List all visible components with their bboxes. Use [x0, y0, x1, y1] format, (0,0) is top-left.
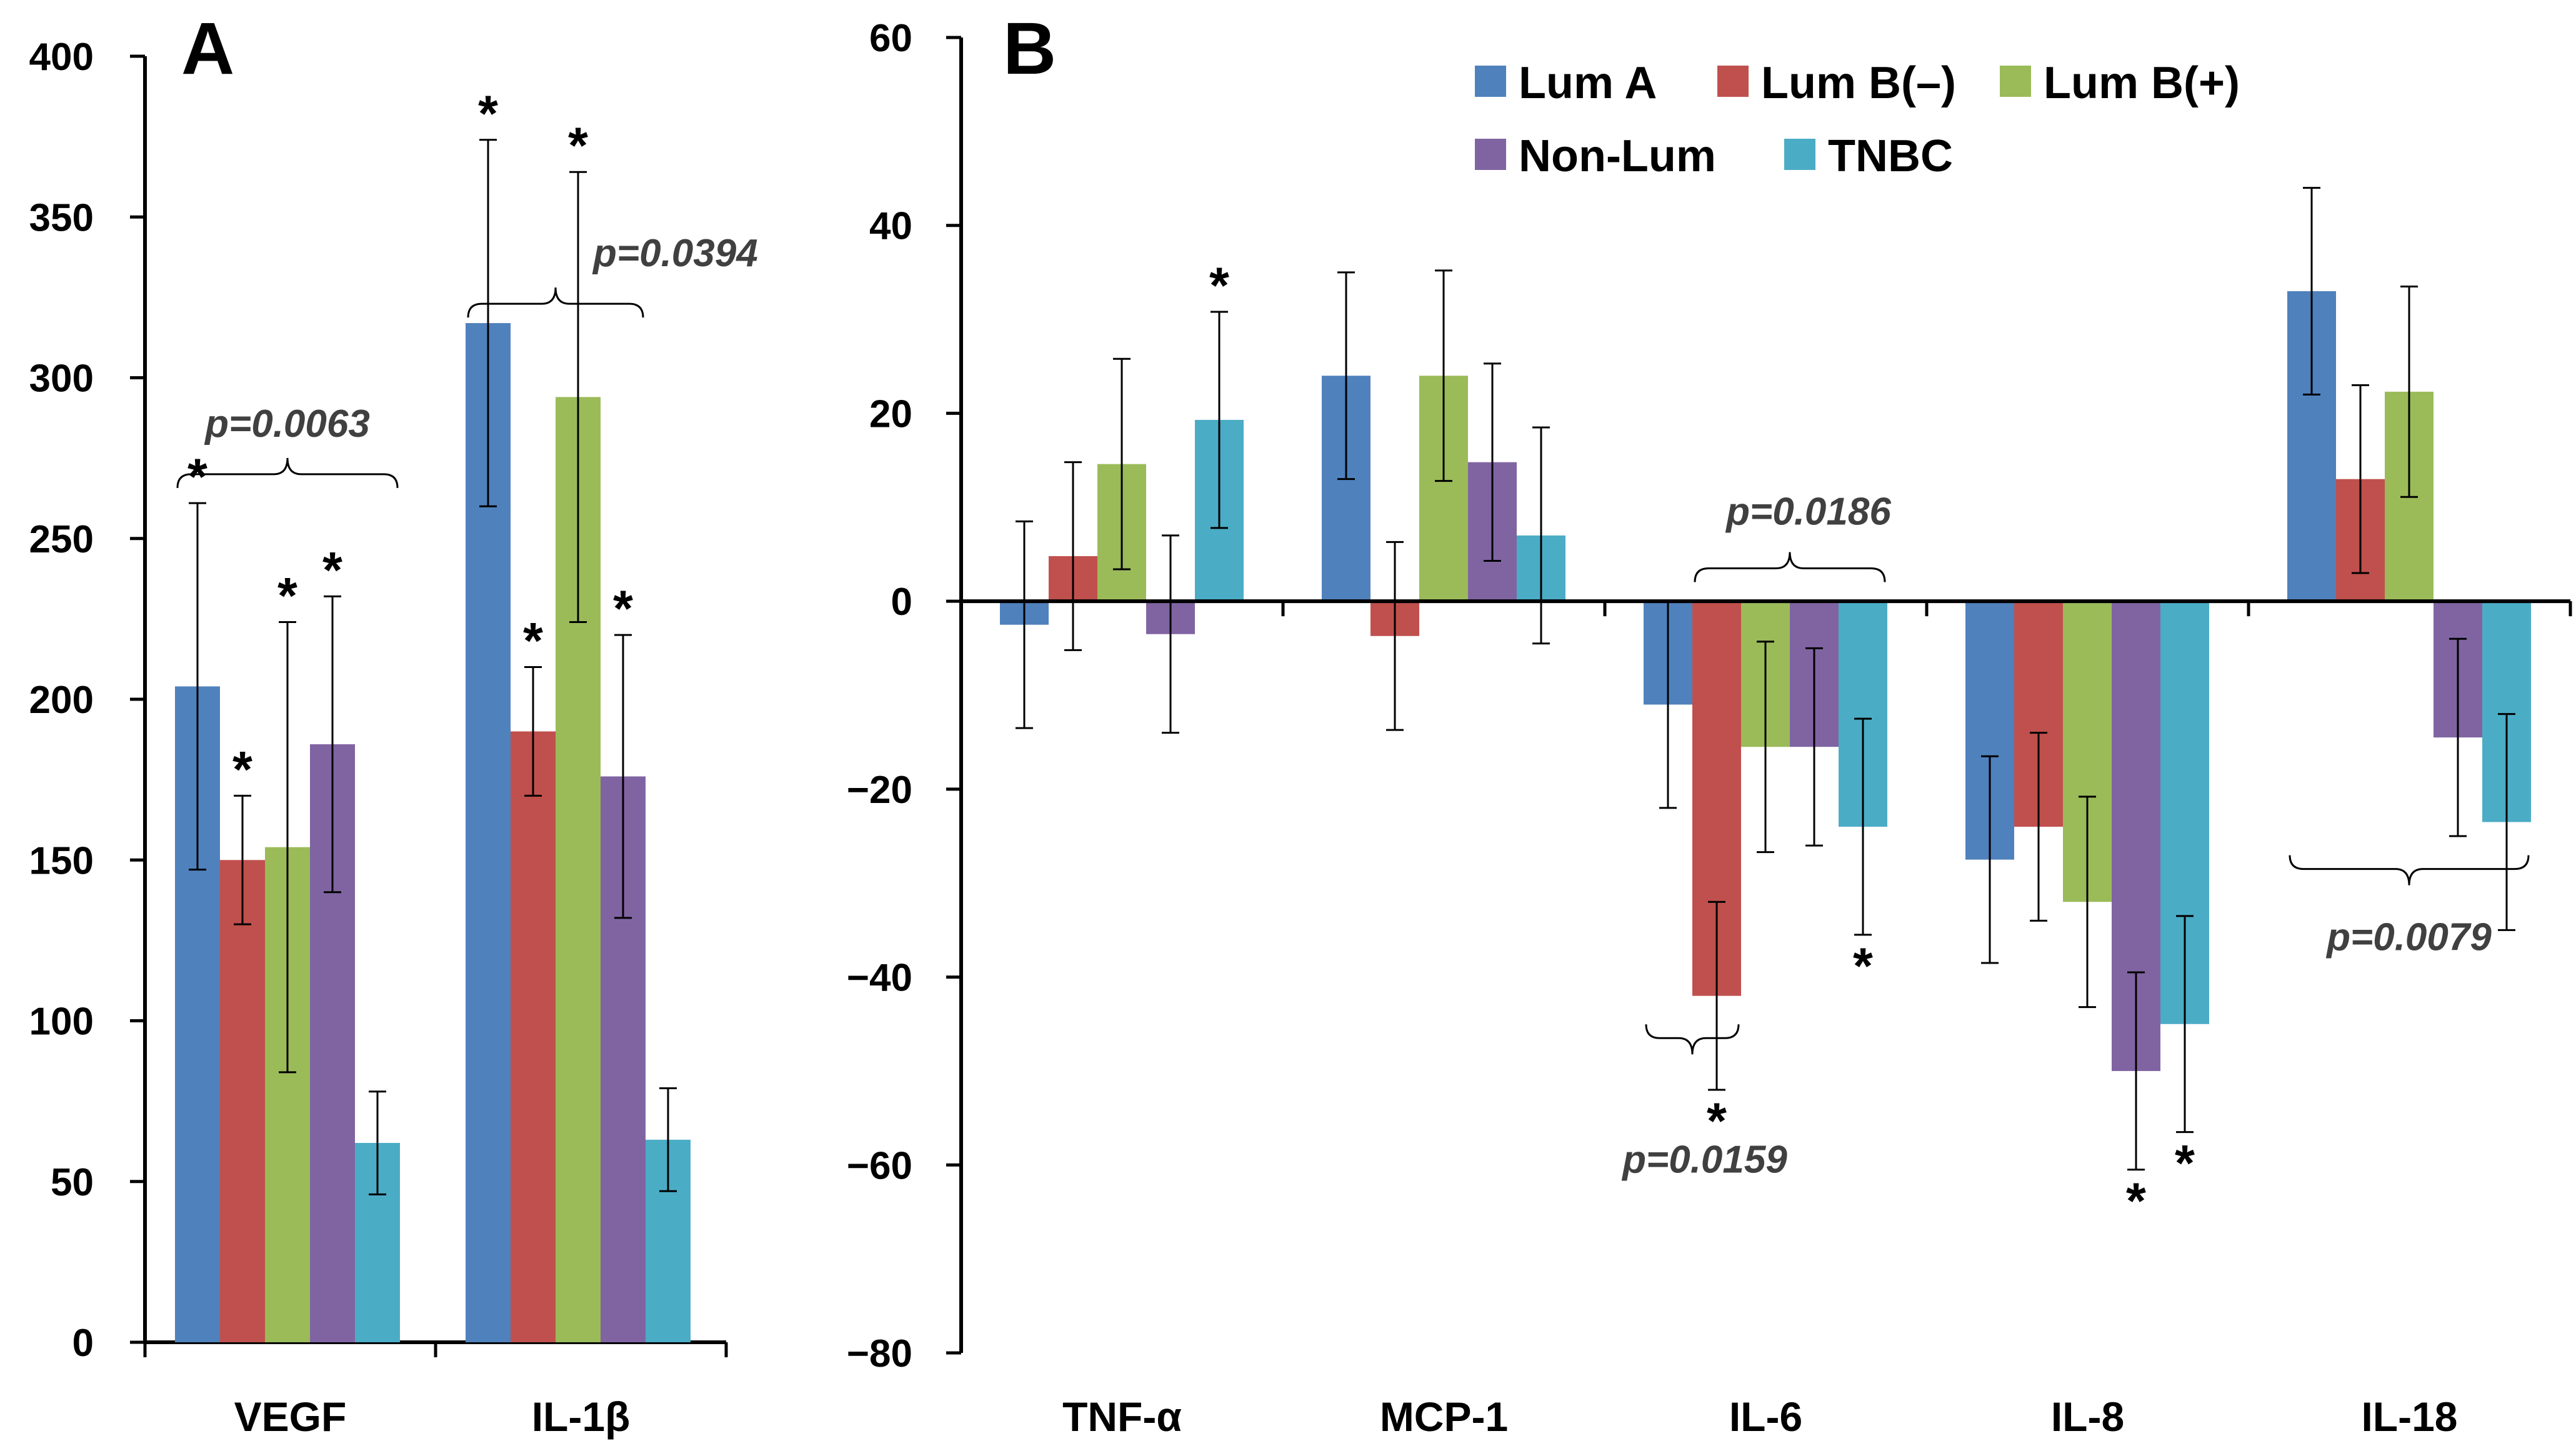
legend-swatch-tnbc — [1784, 139, 1815, 170]
panel-b-y-tick-label: 0 — [891, 581, 912, 624]
panel-a-bar-lum-b-vegf — [220, 860, 265, 1342]
panel-a-significance-star: * — [523, 613, 543, 670]
panel-b-chart: B −80 −60 −40 −20 0 20 40 60 * * * * * p=0.0186 p=0.… — [847, 7, 2572, 1440]
legend-swatch-lum-a — [1475, 66, 1506, 97]
panel-a-y-tick-label: 350 — [29, 196, 94, 239]
panel-b-category-label-il-8: IL-8 — [2051, 1394, 2124, 1440]
legend-item-non-lum: Non-Lum — [1475, 131, 1716, 181]
panel-b-y-tick-label: −60 — [847, 1144, 912, 1187]
panel-b-category-label-mcp-1: MCP-1 — [1380, 1394, 1508, 1440]
panel-b-p-value: p=0.0159 — [1621, 1138, 1787, 1181]
legend-swatch-lum-b-pos — [2000, 66, 2031, 97]
panel-a-p-value: p=0.0394 — [592, 232, 758, 275]
panel-b-p-value: p=0.0079 — [2325, 916, 2492, 959]
panel-a-label: A — [181, 7, 234, 90]
panel-b-significance-bracket — [1645, 1024, 1740, 1055]
panel-b-y-tick-label: 60 — [869, 17, 912, 60]
panel-b-category-label-il-18: IL-18 — [2361, 1394, 2457, 1440]
legend-item-tnbc: TNBC — [1784, 131, 1953, 181]
panel-b-significance-star: * — [1209, 257, 1229, 314]
panel-a-y-tick-label: 0 — [72, 1322, 94, 1365]
legend-swatch-non-lum — [1475, 139, 1506, 170]
panel-b-y-tick-label: 20 — [869, 392, 912, 436]
panel-a-category-label-vegf: VEGF — [234, 1394, 347, 1440]
panel-b-y-tick-label: −80 — [847, 1332, 912, 1375]
panel-b-y-tick-label: −20 — [847, 769, 912, 812]
panel-a-significance-star: * — [613, 581, 633, 637]
panel-b-significance-star: * — [1853, 938, 1873, 995]
panel-a-y-tick-label: 400 — [29, 36, 94, 79]
panel-b-significance-bracket — [2289, 855, 2530, 885]
panel-a-significance-star: * — [478, 86, 498, 142]
panel-a-significance-bracket — [176, 457, 399, 488]
panel-a-category-label-il-1: IL-1β — [532, 1394, 631, 1440]
panel-b-category-label-il-6: IL-6 — [1729, 1394, 1802, 1440]
panel-b-category-label-tnf: TNF-α — [1062, 1394, 1182, 1440]
panel-b-significance-star: * — [2175, 1135, 2195, 1192]
panel-a-significance-bracket — [467, 287, 644, 318]
panel-b-y-tick-label: −40 — [847, 957, 912, 1000]
legend-item-lum-a: Lum A — [1475, 58, 1657, 108]
panel-b-y-tick-label: 40 — [869, 205, 912, 248]
panel-a-significance-star: * — [322, 542, 342, 599]
panel-a-y-tick-label: 150 — [29, 839, 94, 882]
panel-a-y-tick-label: 200 — [29, 679, 94, 722]
legend-label-tnbc: TNBC — [1828, 131, 1953, 181]
panel-a-y-tick-label: 300 — [29, 357, 94, 401]
panel-a-p-value: p=0.0063 — [204, 402, 370, 446]
panel-a-chart: A 0 50 100 150 200 250 300 350 400 * * * * * * * * p=0.… — [29, 7, 758, 1440]
panel-a-y-tick-label: 50 — [51, 1161, 94, 1204]
panel-b-p-value: p=0.0186 — [1725, 491, 1891, 534]
legend-item-lum-b-pos: Lum B(+) — [2000, 58, 2240, 108]
panel-b-label: B — [1003, 7, 1056, 90]
panel-b-significance-star: * — [1707, 1093, 1727, 1150]
legend-label-lum-b-pos: Lum B(+) — [2044, 58, 2240, 108]
panel-a-significance-star: * — [187, 449, 207, 506]
panel-b-significance-bracket — [1694, 552, 1886, 582]
legend-label-non-lum: Non-Lum — [1519, 131, 1716, 181]
legend-item-lum-b-neg: Lum B(–) — [1717, 58, 1956, 108]
legend-label-lum-b-neg: Lum B(–) — [1761, 58, 1956, 108]
panel-a-significance-star: * — [568, 117, 588, 174]
panel-a-significance-star: * — [277, 568, 297, 625]
panel-a-y-tick-label: 250 — [29, 518, 94, 561]
legend: Lum A Lum B(–) Lum B(+) Non-Lum TNBC — [1475, 58, 2240, 181]
panel-a-bar-lum-b-il-1 — [511, 731, 556, 1342]
panel-a-y-tick-label: 100 — [29, 1000, 94, 1044]
legend-swatch-lum-b-neg — [1717, 66, 1749, 97]
panel-a-significance-star: * — [232, 741, 252, 798]
panel-b-significance-star: * — [2126, 1173, 2146, 1230]
legend-label-lum-a: Lum A — [1519, 58, 1657, 108]
